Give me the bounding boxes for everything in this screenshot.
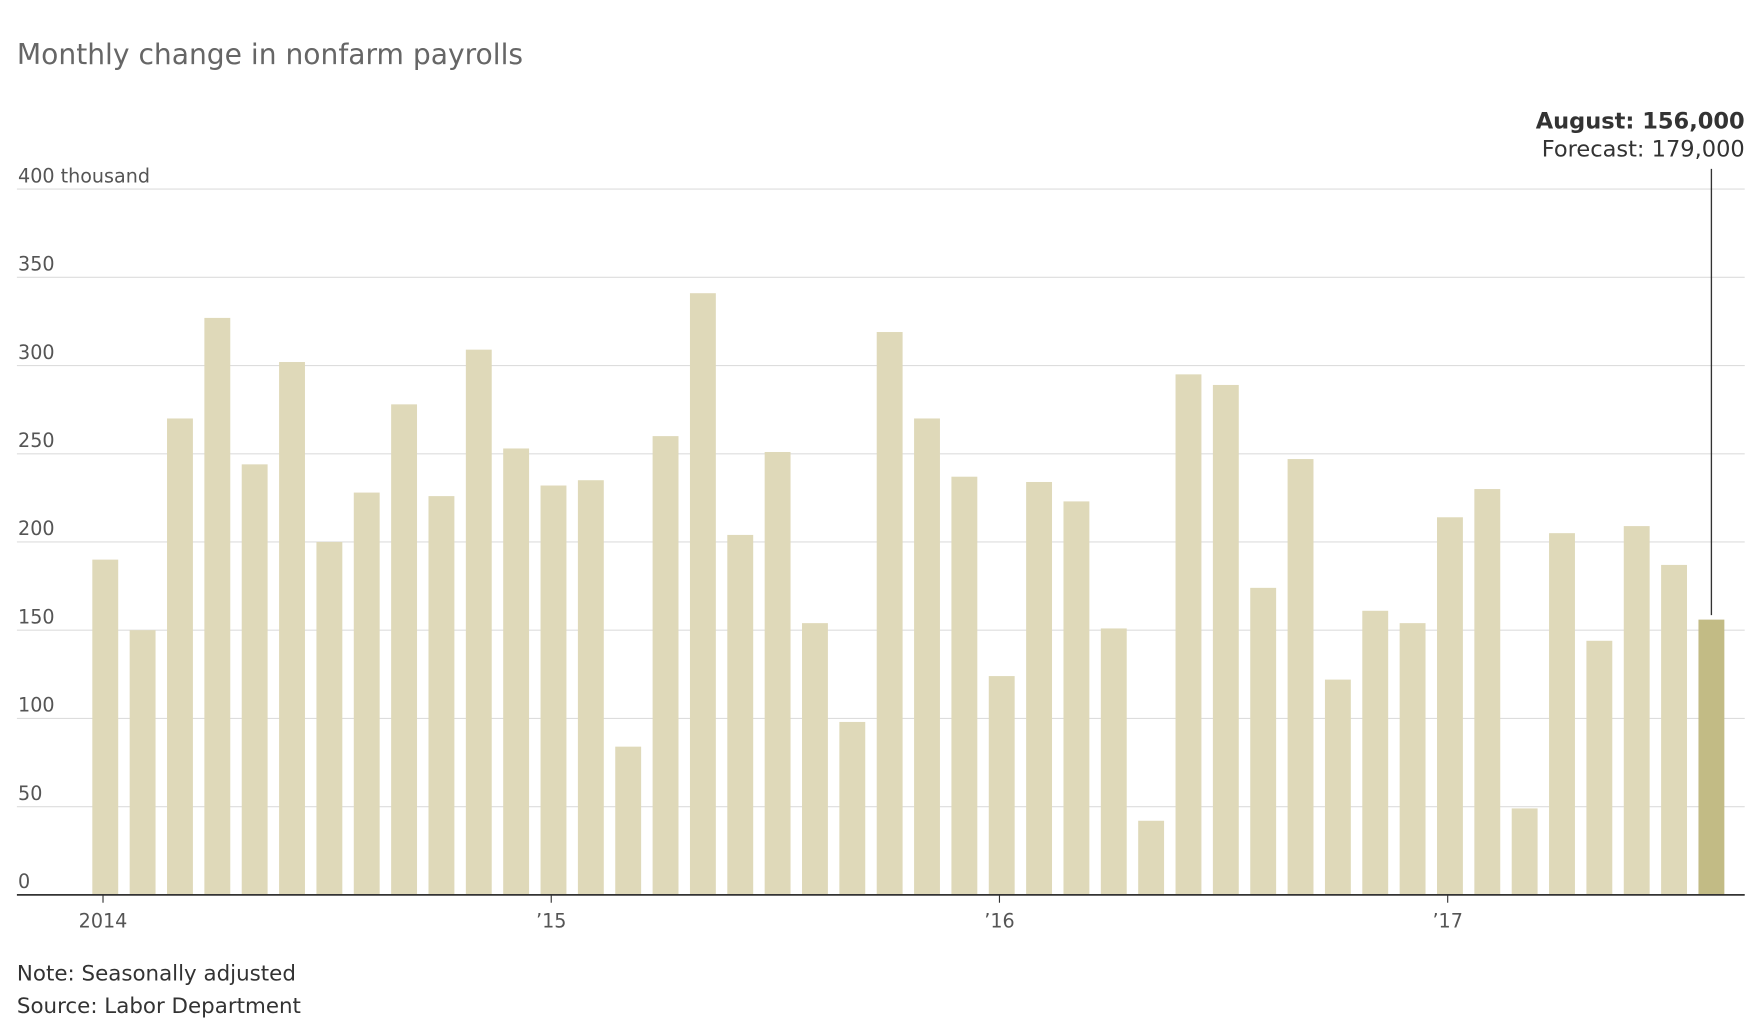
bar bbox=[1175, 374, 1202, 895]
bar bbox=[1138, 820, 1165, 895]
y-tick-label: 100 bbox=[18, 694, 55, 717]
bar bbox=[465, 349, 492, 895]
bar bbox=[1399, 623, 1426, 895]
bar bbox=[1362, 610, 1389, 895]
bar bbox=[1661, 564, 1688, 895]
note: Note: Seasonally adjusted bbox=[17, 961, 296, 986]
y-tick-label: 300 bbox=[18, 341, 55, 364]
bar bbox=[988, 676, 1015, 895]
bar bbox=[1474, 489, 1501, 895]
bar bbox=[92, 559, 119, 895]
bar bbox=[1586, 640, 1613, 895]
bar bbox=[1250, 587, 1277, 895]
bar bbox=[839, 721, 866, 895]
bar bbox=[951, 476, 978, 895]
bar bbox=[727, 534, 754, 895]
y-tick-label: 50 bbox=[18, 782, 42, 805]
bar bbox=[615, 746, 642, 895]
y-tick-label: 350 bbox=[18, 253, 55, 276]
bar bbox=[1287, 459, 1314, 895]
bar bbox=[914, 418, 940, 895]
bar bbox=[353, 492, 380, 895]
bar bbox=[129, 630, 156, 895]
bar bbox=[1212, 384, 1239, 895]
bar bbox=[540, 485, 567, 895]
annotation: Forecast: 179,000 bbox=[1542, 136, 1745, 162]
bar bbox=[204, 317, 231, 895]
bar bbox=[652, 436, 679, 895]
bar bbox=[1623, 526, 1650, 895]
bar bbox=[503, 448, 530, 895]
bar bbox=[764, 451, 791, 895]
x-tick-label: ’17 bbox=[1432, 910, 1462, 933]
y-tick-label: 150 bbox=[18, 605, 55, 628]
bar bbox=[1549, 533, 1575, 895]
x-tick-label: ’16 bbox=[984, 910, 1014, 933]
x-tick-label: ’15 bbox=[536, 910, 566, 933]
y-tick-label: 250 bbox=[18, 429, 55, 452]
y-tick-label: 200 bbox=[18, 517, 55, 540]
bar bbox=[1100, 628, 1127, 895]
bar bbox=[689, 293, 716, 895]
source: Source: Labor Department bbox=[17, 994, 301, 1018]
bar bbox=[1324, 679, 1351, 895]
bar bbox=[876, 332, 903, 895]
y-tick-label: 400 thousand bbox=[18, 164, 150, 187]
bar bbox=[167, 418, 193, 895]
bar bbox=[316, 541, 343, 895]
bar bbox=[802, 623, 828, 895]
bar bbox=[391, 404, 418, 895]
bar bbox=[1698, 619, 1725, 895]
bar bbox=[1436, 517, 1463, 895]
bar bbox=[428, 496, 455, 895]
bar bbox=[1026, 481, 1053, 895]
bar bbox=[241, 464, 268, 895]
chart-title: Monthly change in nonfarm payrolls bbox=[17, 38, 523, 71]
annotation: August: 156,000 bbox=[1536, 108, 1745, 134]
y-tick-label: 0 bbox=[18, 870, 30, 893]
bar bbox=[1063, 501, 1090, 895]
bar bbox=[577, 480, 604, 895]
x-tick-label: 2014 bbox=[79, 910, 128, 933]
bar bbox=[1511, 808, 1538, 895]
bar bbox=[279, 362, 305, 895]
